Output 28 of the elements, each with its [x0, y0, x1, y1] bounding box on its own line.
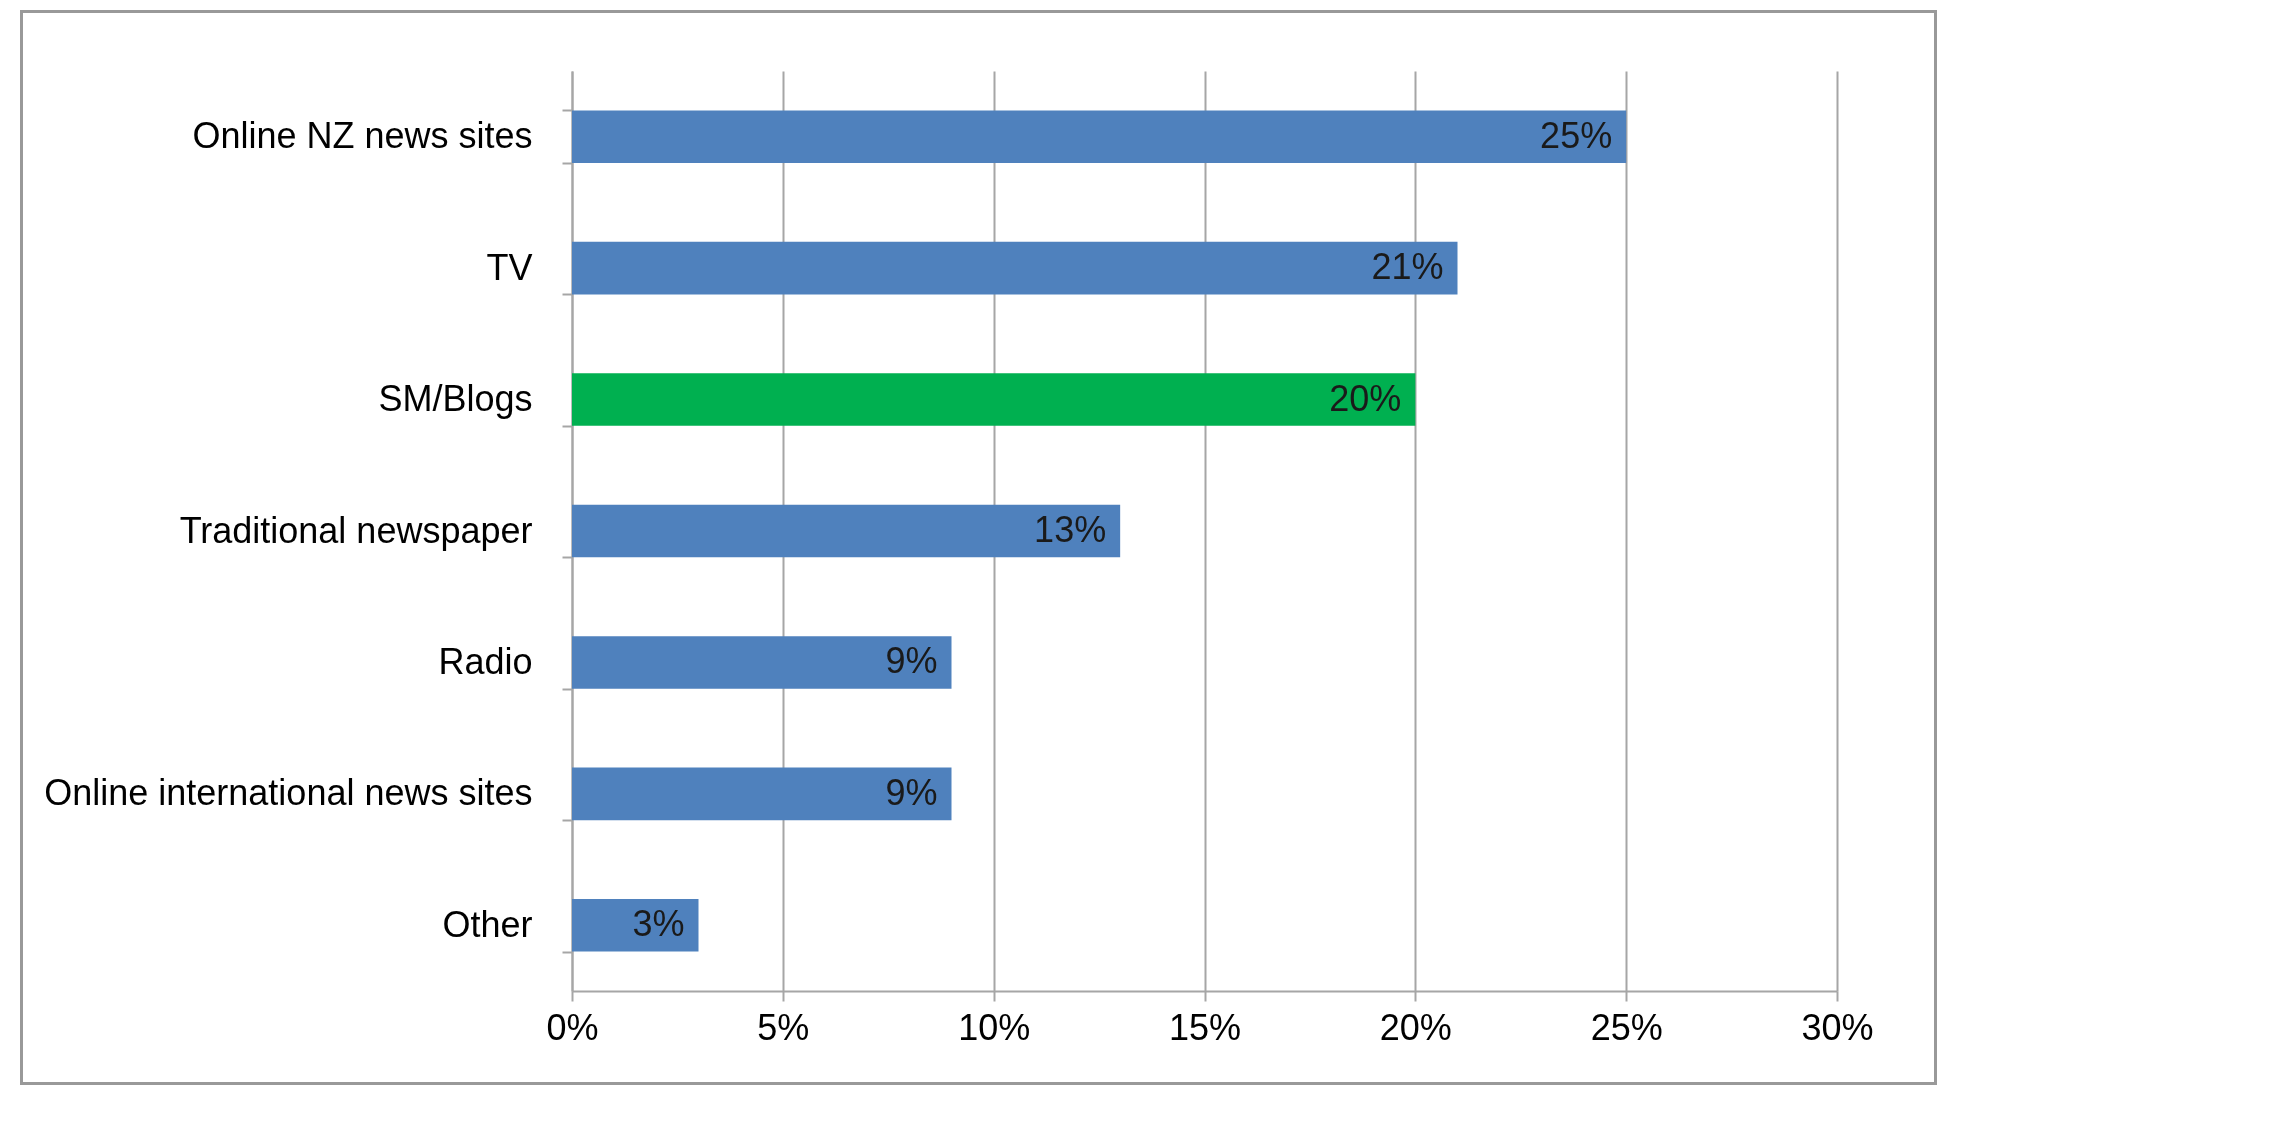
data-label: 21% — [1371, 246, 1444, 288]
data-label: 9% — [885, 771, 938, 813]
y-tick-label: Other — [442, 903, 533, 945]
y-tick-label: Online international news sites — [44, 772, 533, 814]
x-tick-label: 0% — [546, 1006, 599, 1048]
data-label: 9% — [885, 640, 938, 682]
x-tick-label: 5% — [757, 1006, 810, 1048]
bar — [572, 241, 1458, 295]
x-tick-label: 20% — [1379, 1006, 1452, 1048]
data-label: 3% — [632, 903, 685, 945]
x-tick-label: 25% — [1590, 1006, 1663, 1048]
y-tick-label: SM/Blogs — [378, 378, 533, 420]
bar — [572, 899, 699, 952]
bar — [572, 504, 1121, 558]
data-label: 25% — [1540, 114, 1613, 156]
bar — [572, 636, 952, 689]
data-label: 13% — [1034, 509, 1107, 550]
x-tick-label: 10% — [958, 1006, 1031, 1048]
data-label: 20% — [1329, 377, 1402, 419]
y-tick-label: Radio — [438, 640, 533, 682]
bar — [572, 767, 952, 821]
x-tick-label: 15% — [1168, 1006, 1242, 1048]
y-tick-label: Online NZ news sites — [192, 115, 533, 157]
bar — [572, 373, 1416, 426]
bar — [572, 110, 1627, 163]
x-tick-label: 30% — [1801, 1006, 1874, 1048]
y-tick-label: Traditional newspaper — [179, 509, 533, 551]
y-tick-label: TV — [486, 246, 533, 288]
